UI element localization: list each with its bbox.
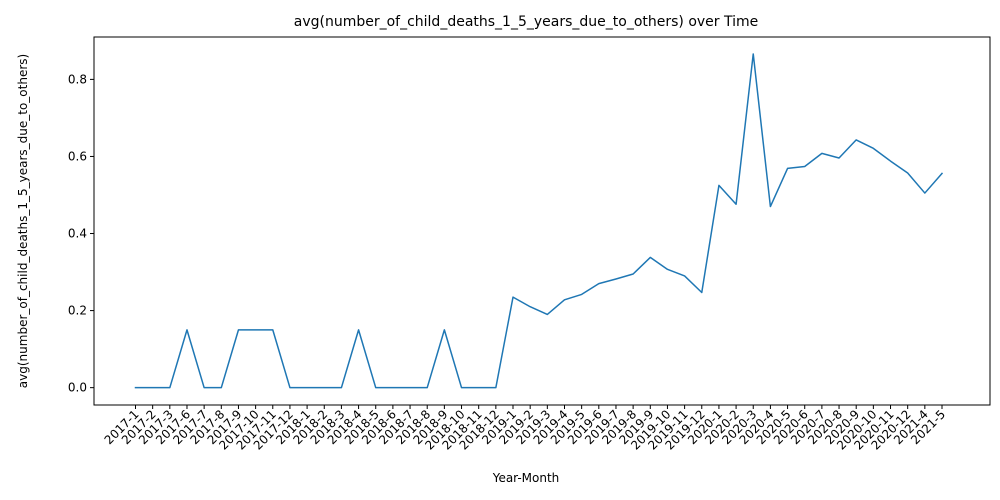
y-tick-label: 0.8 [68,72,87,86]
plot-area: 0.00.20.40.60.82017-12017-22017-32017-62… [68,36,991,453]
y-axis-label: avg(number_of_child_deaths_1_5_years_due… [16,54,30,388]
series-line [134,53,944,389]
x-axis-label: Year-Month [492,471,560,485]
y-tick-label: 0.6 [68,149,87,163]
y-tick-label: 0.2 [68,304,87,318]
y-tick-label: 0.4 [68,227,87,241]
y-tick-label: 0.0 [68,381,87,395]
chart-title: avg(number_of_child_deaths_1_5_years_due… [294,14,759,30]
plot-frame [93,36,991,406]
